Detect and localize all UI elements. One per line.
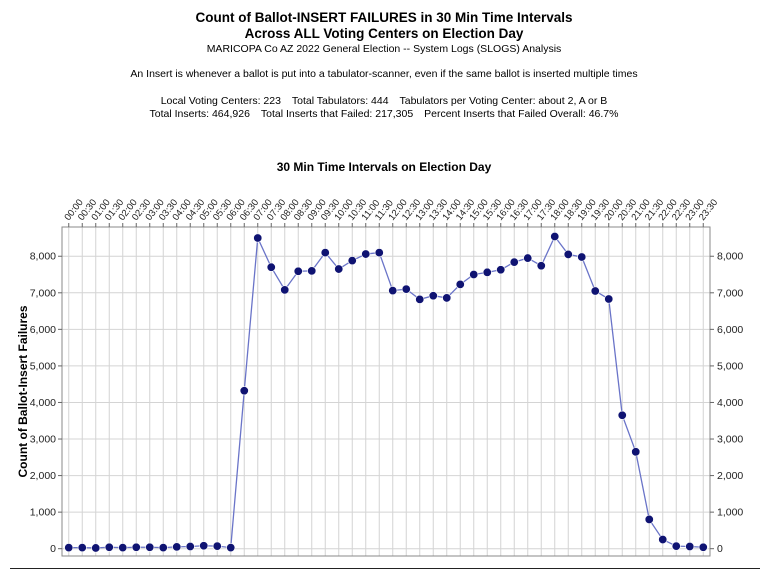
- y-tick-label-right: 8,000: [717, 251, 743, 263]
- data-point: [509, 257, 519, 267]
- y-tick-label-left: 8,000: [30, 251, 56, 263]
- data-point: [550, 232, 560, 242]
- bottom-divider: [10, 568, 760, 569]
- data-point: [307, 266, 317, 276]
- series-markers: [64, 232, 708, 553]
- stat-tabulators-per-center: Tabulators per Voting Center: about 2, A…: [399, 95, 608, 107]
- y-tick-label-left: 5,000: [30, 360, 56, 372]
- stat-failure-percent: Percent Inserts that Failed Overall: 46.…: [424, 108, 619, 120]
- data-point: [212, 541, 222, 551]
- y-tick-label-left: 7,000: [30, 287, 56, 299]
- chart-title-line1: Count of Ballot-INSERT FAILURES in 30 Mi…: [195, 10, 573, 25]
- x-axis-title: 30 Min Time Intervals on Election Day: [276, 160, 492, 174]
- y-tick-label-left: 4,000: [30, 397, 56, 409]
- data-point: [185, 541, 195, 551]
- plot-area: [62, 227, 710, 556]
- y-tick-label-left: 0: [50, 543, 56, 555]
- data-point: [253, 233, 263, 243]
- data-point: [698, 542, 708, 552]
- data-point: [158, 543, 168, 553]
- data-point: [415, 294, 425, 304]
- y-tick-label-right: 2,000: [717, 470, 743, 482]
- data-point: [442, 293, 452, 303]
- data-point: [320, 248, 330, 258]
- data-point: [577, 252, 587, 262]
- data-point: [239, 386, 249, 396]
- y-axis-label: Count of Ballot-Insert Failures: [16, 305, 30, 477]
- data-point: [631, 447, 641, 457]
- y-tick-label-right: 7,000: [717, 287, 743, 299]
- data-point: [604, 294, 614, 304]
- stat-total-tabulators: Total Tabulators: 444: [291, 95, 389, 107]
- y-tick-label-left: 1,000: [30, 507, 56, 519]
- x-axis-ticks: 00:0000:3001:0001:3002:0002:3003:0003:30…: [62, 197, 720, 227]
- data-point: [590, 286, 600, 296]
- data-point: [563, 249, 573, 259]
- data-point: [266, 262, 276, 272]
- data-point: [401, 284, 411, 294]
- data-point: [104, 542, 114, 552]
- data-point: [671, 541, 681, 551]
- y-tick-label-left: 2,000: [30, 470, 56, 482]
- y-tick-label-right: 0: [717, 543, 723, 555]
- stats-line-1: Local Voting Centers: 223 Total Tabulato…: [0, 95, 768, 107]
- y-tick-label-right: 1,000: [717, 507, 743, 519]
- data-point: [334, 264, 344, 274]
- data-point: [145, 542, 155, 552]
- stats-line-2: Total Inserts: 464,926 Total Inserts tha…: [0, 108, 768, 120]
- y-axis-ticks: 0 0 1,000 1,000 2,000 2,000 3,000 3,000 4,000 4,0…: [30, 251, 744, 555]
- data-point: [226, 543, 236, 553]
- data-point: [496, 265, 506, 275]
- y-tick-label-right: 6,000: [717, 324, 743, 336]
- data-point: [64, 543, 74, 553]
- data-point: [617, 410, 627, 420]
- data-point: [347, 256, 357, 266]
- data-point: [523, 253, 533, 263]
- data-point: [644, 514, 654, 524]
- data-point: [118, 543, 128, 553]
- data-point: [361, 249, 371, 259]
- grid-lines: [62, 227, 710, 556]
- data-point: [482, 267, 492, 277]
- data-point: [388, 286, 398, 296]
- data-point: [280, 285, 290, 295]
- y-tick-label-right: 5,000: [717, 360, 743, 372]
- insert-definition-note: An Insert is whenever a ballot is put in…: [130, 68, 638, 80]
- y-tick-label-left: 6,000: [30, 324, 56, 336]
- data-point: [172, 542, 182, 552]
- data-point: [455, 279, 465, 289]
- data-point: [685, 541, 695, 551]
- data-point: [469, 270, 479, 280]
- data-point: [536, 261, 546, 271]
- data-point: [374, 248, 384, 258]
- plot-frame: [61, 226, 711, 557]
- data-point: [293, 266, 303, 276]
- data-point: [77, 543, 87, 553]
- y-tick-label-right: 3,000: [717, 434, 743, 446]
- stat-voting-centers: Local Voting Centers: 223: [160, 95, 281, 107]
- data-point: [658, 535, 668, 545]
- data-point: [91, 543, 101, 553]
- data-point: [428, 291, 438, 301]
- chart-title-line2: Across ALL Voting Centers on Election Da…: [244, 26, 524, 41]
- stat-total-inserts: Total Inserts: 464,926: [149, 108, 250, 120]
- y-tick-label-right: 4,000: [717, 397, 743, 409]
- y-tick-label-left: 3,000: [30, 434, 56, 446]
- data-point: [199, 541, 209, 551]
- stat-failed-inserts: Total Inserts that Failed: 217,305: [260, 108, 414, 120]
- chart-subtitle: MARICOPA Co AZ 2022 General Election -- …: [206, 43, 562, 55]
- data-point: [131, 542, 141, 552]
